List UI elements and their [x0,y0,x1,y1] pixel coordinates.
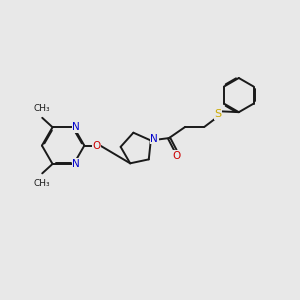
Text: O: O [173,151,181,161]
Text: N: N [72,122,80,132]
Text: CH₃: CH₃ [34,179,50,188]
Text: O: O [93,141,101,151]
Text: N: N [150,134,158,144]
Text: CH₃: CH₃ [34,103,50,112]
Text: N: N [72,159,80,169]
Text: S: S [214,109,221,119]
